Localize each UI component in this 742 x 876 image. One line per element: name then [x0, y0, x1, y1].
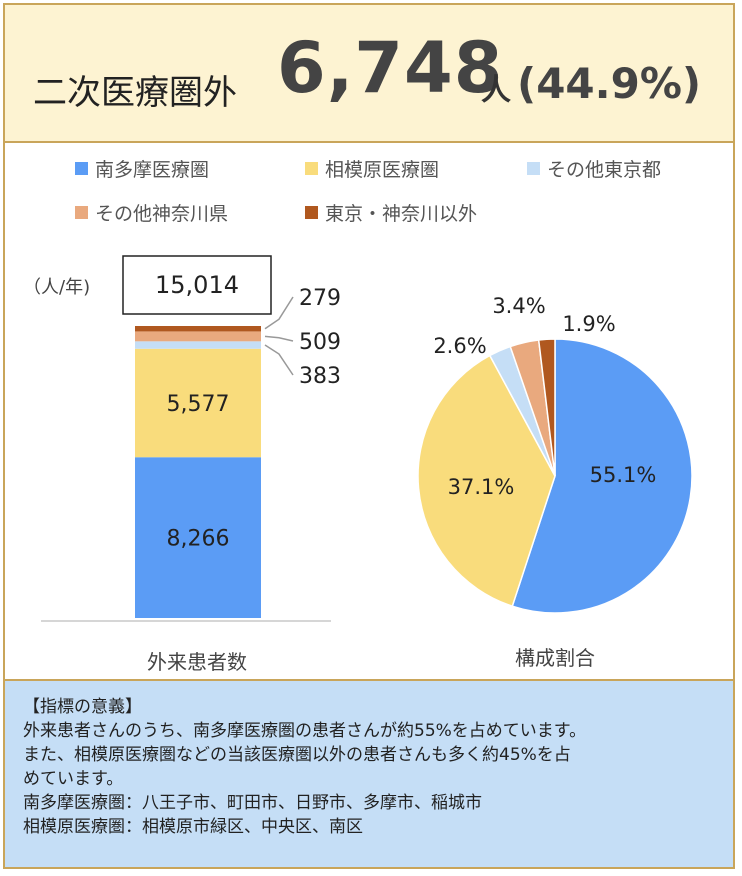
charts-area: 8,266 5,577 279 509 383 15,014 （人/年) 外来患者数 55.1%… [23, 255, 693, 674]
pie-xlabel: 構成割合 [515, 646, 595, 670]
bar-label-3: 509 [299, 330, 341, 355]
bar-label-minamitama: 8,266 [167, 527, 230, 552]
legend-swatch [75, 206, 88, 219]
summary-unit: 人 [481, 73, 511, 108]
total-box [122, 255, 272, 315]
pie-label-4: 1.9% [562, 312, 615, 336]
bar-segment-4 [135, 326, 261, 332]
legend-label: その他東京都 [547, 159, 662, 181]
pie-slice-4 [537, 338, 556, 477]
legend-swatch [75, 162, 88, 175]
infographic-frame: 二次医療圏外 6,748 人 (44.9%) 南多摩医療圏 相模原医療圏 その他… [3, 3, 735, 869]
bar-segment-3 [135, 331, 261, 342]
legend-item-other-tokyo: その他東京都 [527, 155, 661, 182]
note-heading: 【指標の意義】 [23, 697, 142, 717]
callout-line-2 [264, 344, 294, 376]
legend-swatch [305, 162, 318, 175]
note-line: 相模原医療圏：相模原市緑区、中央区、南区 [23, 817, 363, 837]
legend-label: 東京・神奈川以外 [325, 203, 478, 225]
bar-xlabel: 外来患者数 [147, 650, 247, 674]
bar-label-sagamihara: 5,577 [167, 392, 230, 417]
bar-segment-0 [135, 457, 261, 618]
legend-item-minamitama: 南多摩医療圏 [75, 155, 209, 182]
total-label: 15,014 [155, 271, 239, 299]
pie-label-1: 37.1% [448, 475, 515, 499]
pie-label-3: 3.4% [492, 294, 545, 318]
unit-label: （人/年) [23, 277, 90, 298]
pie-label-0: 55.1% [590, 463, 657, 487]
summary-header: 二次医療圏外 6,748 人 (44.9%) [5, 5, 733, 143]
legend-item-sagamihara: 相模原医療圏 [305, 155, 439, 182]
bar-segment-2 [135, 341, 261, 349]
note-line: また、相模原医療圏などの当該医療圏以外の患者さんも多く約45%を占 [23, 745, 571, 765]
bar-segment-1 [135, 348, 261, 458]
pie-slice-1 [417, 354, 556, 608]
note-line: 外来患者さんのうち、南多摩医療圏の患者さんが約55%を占めています。 [23, 721, 587, 741]
legend-label: その他神奈川県 [95, 203, 229, 225]
pie-slice-0 [511, 338, 693, 614]
legend-label: 相模原医療圏 [325, 159, 440, 181]
callout-line-3 [264, 335, 294, 342]
summary-title: 二次医療圏外 [33, 73, 237, 113]
bar-label-4: 279 [299, 286, 341, 311]
legend-item-other-kanagawa: その他神奈川県 [75, 199, 228, 226]
legend-item-outside: 東京・神奈川以外 [305, 199, 477, 226]
legend-swatch [305, 206, 318, 219]
bar-label-2: 383 [299, 364, 341, 389]
pie-label-2: 2.6% [433, 334, 486, 358]
note-line: めています。 [23, 769, 124, 789]
note-box: 【指標の意義】 外来患者さんのうち、南多摩医療圏の患者さんが約55%を占めていま… [5, 679, 733, 867]
callout-line-4 [264, 296, 294, 330]
summary-percent: (44.9%) [517, 59, 702, 108]
legend-label: 南多摩医療圏 [95, 159, 210, 181]
note-line: 南多摩医療圏：八王子市、町田市、日野市、多摩市、稲城市 [23, 793, 482, 813]
summary-value: 6,748 [277, 27, 504, 109]
legend-swatch [527, 162, 540, 175]
